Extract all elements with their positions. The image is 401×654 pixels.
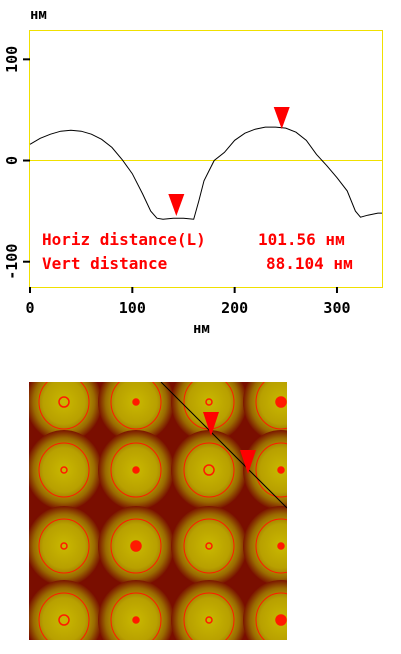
afm-dome [171, 580, 247, 640]
afm-contour [255, 382, 287, 430]
horiz-distance-label: Horiz distance(L) [42, 230, 206, 249]
vert-distance-value: 88.104 нм [266, 254, 353, 273]
afm-dome [171, 506, 247, 586]
y-unit-label: нм [30, 7, 47, 23]
afm-peak [203, 464, 215, 476]
afm-dome [243, 506, 287, 586]
y-tick-label: 0 [3, 156, 21, 165]
afm-peak [132, 616, 140, 624]
afm-dome [98, 382, 174, 442]
section-marker-1[interactable] [203, 412, 219, 436]
profile-chart: нм нм -100 0 100 0 100 200 300 Horiz distance… [3, 7, 383, 337]
afm-contour [110, 382, 162, 430]
afm-peak [205, 398, 213, 406]
afm-peak [132, 398, 140, 406]
afm-dome [171, 430, 247, 510]
afm-dome [29, 580, 102, 640]
afm-peak [277, 466, 285, 474]
x-axis-ticks: 0 100 200 300 [25, 287, 351, 317]
afm-peak [277, 542, 285, 550]
afm-peak [58, 614, 70, 626]
afm-contour [255, 518, 287, 574]
afm-peak [132, 466, 140, 474]
section-line[interactable] [160, 382, 287, 509]
afm-dome [29, 430, 102, 510]
x-tick-label: 100 [119, 299, 146, 317]
afm-peak [205, 616, 213, 624]
afm-peak [275, 614, 287, 626]
afm-dome [171, 382, 247, 442]
afm-peak [60, 542, 68, 550]
x-tick-label: 200 [221, 299, 248, 317]
afm-domes [29, 382, 287, 640]
afm-contour [255, 592, 287, 640]
vert-distance-label: Vert distance [42, 254, 167, 273]
afm-contour [38, 518, 90, 574]
horiz-distance-value: 101.56 нм [258, 230, 345, 249]
y-axis-ticks: -100 0 100 [3, 46, 30, 280]
profile-markers [168, 107, 290, 217]
profile-line [29, 126, 382, 220]
afm-contour [110, 518, 162, 574]
profile-marker-2[interactable] [273, 107, 290, 130]
afm-dome [243, 580, 287, 640]
afm-contour [110, 592, 162, 640]
x-tick-label: 300 [323, 299, 350, 317]
afm-contour [110, 442, 162, 498]
afm-dome [29, 382, 102, 442]
y-tick-label: -100 [3, 244, 21, 280]
afm-peak [275, 396, 287, 408]
afm-contour [183, 592, 235, 640]
afm-dome [243, 382, 287, 442]
afm-peak [130, 540, 142, 552]
afm-contour [183, 442, 235, 498]
plot-frame [29, 30, 383, 288]
afm-contour [38, 442, 90, 498]
afm-dome [29, 506, 102, 586]
x-unit-label: нм [193, 321, 210, 337]
afm-contour [183, 518, 235, 574]
y-tick-label: 100 [3, 46, 21, 73]
afm-contour [38, 382, 90, 430]
afm-contour [255, 442, 287, 498]
x-tick-label: 0 [25, 299, 34, 317]
afm-dome [98, 580, 174, 640]
afm-peak [58, 396, 70, 408]
afm-contour [38, 592, 90, 640]
profile-marker-1[interactable] [168, 194, 185, 217]
afm-height-image[interactable] [29, 382, 287, 640]
afm-peak [205, 542, 213, 550]
section-marker-2[interactable] [240, 450, 256, 474]
afm-peak [60, 466, 68, 474]
